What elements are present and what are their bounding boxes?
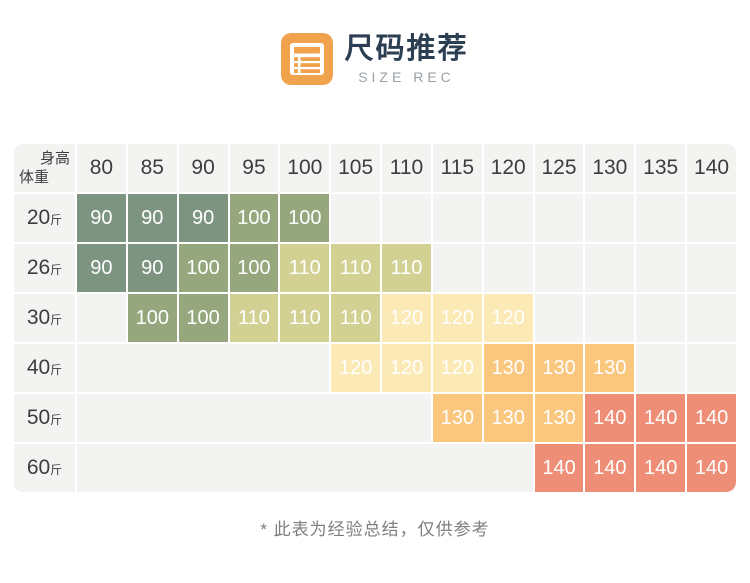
col-header-90: 90 [178,144,228,192]
cell-50-135: 140 [636,394,686,442]
row-header-50: 50斤 [14,394,75,442]
cell-26-90: 100 [178,244,228,292]
page-subtitle: SIZE REC [358,68,455,85]
col-header-115: 115 [432,144,482,192]
cell-20-90: 90 [178,194,228,242]
cell-50-120: 130 [483,394,533,442]
weight-unit: 斤 [50,263,63,277]
cell-50-115: 130 [432,394,482,442]
empty-cell [432,194,482,242]
page-header: 尺码推荐 SIZE REC [0,0,750,85]
cell-20-80: 90 [77,194,126,242]
empty-cells [77,394,431,442]
empty-cell [636,294,686,342]
col-header-125: 125 [534,144,584,192]
weight-unit: 斤 [50,213,63,227]
empty-cell [687,244,736,292]
col-header-80: 80 [77,144,126,192]
cell-20-100: 100 [280,194,330,242]
col-header-120: 120 [483,144,533,192]
col-header-130: 130 [585,144,635,192]
empty-cells [77,294,126,342]
cell-30-90: 100 [178,294,228,342]
empty-cell [585,194,635,242]
empty-cell [432,244,482,292]
cell-20-95: 100 [229,194,279,242]
empty-cell [636,344,686,392]
empty-cell [687,294,736,342]
row-header-40: 40斤 [14,344,75,392]
cell-26-95: 100 [229,244,279,292]
cell-30-100: 110 [280,294,330,342]
empty-cells [77,344,330,392]
cell-40-105: 120 [331,344,381,392]
cell-40-130: 130 [585,344,635,392]
empty-cell [687,194,736,242]
weight-unit: 斤 [50,313,63,327]
empty-cell [483,244,533,292]
cell-30-95: 110 [229,294,279,342]
cell-40-115: 120 [432,344,482,392]
empty-cell [585,244,635,292]
cell-26-80: 90 [77,244,126,292]
empty-cell [636,194,686,242]
size-table: 身高 体重 80 85 90 95 100 105 110 115 120 125 130 135 140 2… [12,142,738,494]
height-axis-label: 身高 [39,149,70,167]
empty-cell [636,244,686,292]
header-titles: 尺码推荐 SIZE REC [344,33,468,84]
cell-40-120: 130 [483,344,533,392]
empty-cell [687,344,736,392]
col-header-135: 135 [636,144,686,192]
cell-50-130: 140 [585,394,635,442]
weight-unit: 斤 [50,413,63,427]
cell-50-140: 140 [687,394,736,442]
row-header-26: 26斤 [14,244,75,292]
empty-cell [331,194,381,242]
footnote: * 此表为经验总结，仅供参考 [260,520,490,539]
empty-cell [585,294,635,342]
empty-cell [483,194,533,242]
cell-30-115: 120 [432,294,482,342]
cell-60-125: 140 [534,444,584,492]
row-header-30: 30斤 [14,294,75,342]
cell-26-110: 110 [382,244,431,292]
cell-30-110: 120 [382,294,431,342]
corner-cell: 身高体重 [14,144,75,192]
cell-60-135: 140 [636,444,686,492]
col-header-105: 105 [331,144,381,192]
weight-axis-label: 体重 [19,169,50,186]
cell-30-105: 110 [331,294,381,342]
cell-26-105: 110 [331,244,381,292]
weight-unit: 斤 [50,363,63,377]
empty-cell [534,194,584,242]
cell-50-125: 130 [534,394,584,442]
cell-60-140: 140 [687,444,736,492]
cell-40-125: 130 [534,344,584,392]
col-header-95: 95 [229,144,279,192]
cell-40-110: 120 [382,344,431,392]
col-header-100: 100 [280,144,330,192]
empty-cell [382,194,431,242]
col-header-85: 85 [127,144,177,192]
cell-30-120: 120 [483,294,533,342]
row-header-60: 60斤 [14,444,75,492]
weight-unit: 斤 [50,463,63,477]
col-header-110: 110 [382,144,431,192]
form-list-icon [281,33,334,85]
cell-60-130: 140 [585,444,635,492]
cell-30-85: 100 [127,294,177,342]
col-header-140: 140 [687,144,736,192]
page-title: 尺码推荐 [344,33,469,66]
empty-cell [534,244,584,292]
cell-26-100: 110 [280,244,330,292]
empty-cells [77,444,533,492]
cell-20-85: 90 [127,194,177,242]
cell-26-85: 90 [127,244,177,292]
row-header-20: 20斤 [14,194,75,242]
empty-cell [534,294,584,342]
